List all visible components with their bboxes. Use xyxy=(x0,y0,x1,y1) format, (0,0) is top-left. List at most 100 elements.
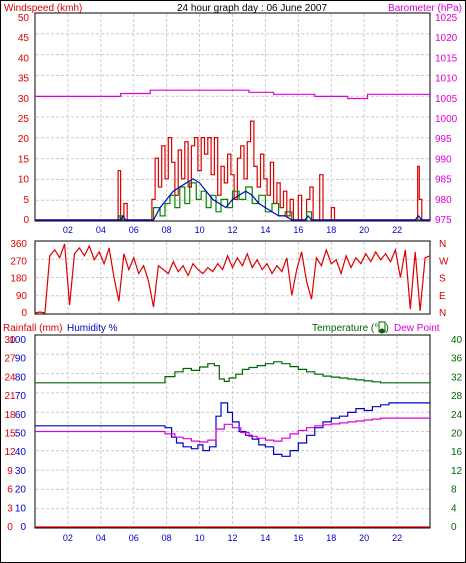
windspeed-tick-label: 35 xyxy=(18,74,30,85)
rainfall-tick-label: 30 xyxy=(4,335,16,346)
x-tick-label: 10 xyxy=(195,533,205,543)
humidity-tick-label: 100 xyxy=(9,335,26,346)
temperature-tick-label: 16 xyxy=(451,447,463,458)
humidity-tick-label: 70 xyxy=(15,391,27,402)
humidity-tick-label: 80 xyxy=(15,372,27,383)
compass-tick-label: W xyxy=(439,256,449,267)
x-tick-label: 22 xyxy=(392,533,402,543)
x-tick-label: 02 xyxy=(63,533,73,543)
x-tick-label: 06 xyxy=(129,533,139,543)
x-tick-label: 18 xyxy=(326,225,336,235)
x-tick-label: 12 xyxy=(227,225,237,235)
barometer-tick-label: 1000 xyxy=(435,114,458,125)
rainfall-tick-label: 3 xyxy=(7,503,13,514)
x-tick-label: 04 xyxy=(96,533,106,543)
windspeed-tick-label: 15 xyxy=(18,154,30,165)
humidity-tick-label: 20 xyxy=(15,485,27,496)
direction-tick-label: 90 xyxy=(16,291,28,302)
x-tick-label: 20 xyxy=(359,225,369,235)
barometer-tick-label: 1015 xyxy=(435,53,458,64)
x-tick-label: 14 xyxy=(260,225,270,235)
x-tick-label: 10 xyxy=(195,225,205,235)
temperature-tick-label: 40 xyxy=(451,335,463,346)
compass-tick-label: N xyxy=(439,308,446,319)
windspeed-tick-label: 5 xyxy=(23,195,29,206)
humidity-axis-label: Humidity % xyxy=(67,323,118,334)
series-direction xyxy=(34,243,431,314)
x-tick-label: 16 xyxy=(293,533,303,543)
windspeed-tick-label: 0 xyxy=(23,215,29,226)
temperature-tick-label: 32 xyxy=(451,372,463,383)
rainfall-tick-label: 9 xyxy=(7,466,13,477)
x-tick-label: 20 xyxy=(359,533,369,543)
barometer-tick-label: 985 xyxy=(435,175,452,186)
rainfall-tick-label: 24 xyxy=(4,372,16,383)
temperature-tick-label: 36 xyxy=(451,354,463,365)
x-tick-label: 22 xyxy=(392,225,402,235)
temperature-tick-label: 0 xyxy=(451,522,457,533)
x-tick-label: 04 xyxy=(96,225,106,235)
humidity-tick-label: 0 xyxy=(20,522,26,533)
x-tick-label: 08 xyxy=(162,533,172,543)
series-humidity xyxy=(35,402,430,457)
humidity-tick-label: 10 xyxy=(15,503,27,514)
wind-barometer-panel: 0510152025303540455097598098599099510001… xyxy=(18,12,458,235)
rainfall-tick-label: 12 xyxy=(4,447,16,458)
series-temperature xyxy=(35,361,430,384)
barometer-tick-label: 1025 xyxy=(435,13,458,24)
series-wind xyxy=(35,178,430,221)
x-tick-label: 16 xyxy=(293,225,303,235)
x-tick-label: 02 xyxy=(63,225,73,235)
barometer-tick-label: 980 xyxy=(435,195,452,206)
humidity-tick-label: 30 xyxy=(15,466,27,477)
x-tick-label: 18 xyxy=(326,533,336,543)
humidity-tick-label: 50 xyxy=(15,429,27,440)
chart-title: 24 hour graph day : 06 June 2007 xyxy=(177,3,328,14)
dewpoint-axis-label: Dew Point xyxy=(394,323,440,334)
x-tick-label: 06 xyxy=(129,225,139,235)
rainfall-tick-label: 27 xyxy=(4,354,16,365)
barometer-tick-label: 990 xyxy=(435,154,452,165)
windspeed-tick-label: 10 xyxy=(18,175,30,186)
compass-tick-label: N xyxy=(439,239,446,250)
barometer-tick-label: 1010 xyxy=(435,74,458,85)
barometer-axis-label: Barometer (hPa) xyxy=(388,3,462,14)
rainfall-tick-label: 15 xyxy=(4,429,16,440)
thermometer-icon-bulb xyxy=(379,328,385,334)
rainfall-tick-label: 6 xyxy=(7,485,13,496)
temperature-tick-label: 28 xyxy=(451,391,463,402)
barometer-tick-label: 975 xyxy=(435,215,452,226)
humidity-tick-label: 90 xyxy=(15,354,27,365)
series-barometer xyxy=(35,89,430,100)
windspeed-axis-label: Windspeed (kmh) xyxy=(4,3,82,14)
x-tick-label: 08 xyxy=(162,225,172,235)
windspeed-tick-label: 40 xyxy=(18,53,30,64)
temperature-tick-label: 4 xyxy=(451,503,457,514)
series-average xyxy=(35,182,430,221)
temperature-axis-label: Temperature (°C) xyxy=(312,323,389,334)
x-tick-label: 14 xyxy=(260,533,270,543)
rainfall-tick-label: 18 xyxy=(4,410,16,421)
temperature-tick-label: 24 xyxy=(451,410,463,421)
direction-tick-label: 0 xyxy=(21,308,27,319)
barometer-tick-label: 1005 xyxy=(435,94,458,105)
rainfall-tick-label: 21 xyxy=(4,391,16,402)
windspeed-tick-label: 30 xyxy=(18,94,30,105)
direction-tick-label: 360 xyxy=(10,239,27,250)
temperature-humidity-panel: 0102030405060708090100036912151821242730… xyxy=(4,321,463,543)
temperature-tick-label: 12 xyxy=(451,466,463,477)
direction-tick-label: 180 xyxy=(10,274,27,285)
rainfall-axis-label: Rainfall (mm) xyxy=(3,323,62,334)
temperature-tick-label: 20 xyxy=(451,429,463,440)
windspeed-tick-label: 25 xyxy=(18,114,30,125)
humidity-tick-label: 60 xyxy=(15,410,27,421)
barometer-tick-label: 1020 xyxy=(435,33,458,44)
compass-tick-label: E xyxy=(439,291,446,302)
series-gust xyxy=(35,120,430,221)
thermometer-icon xyxy=(378,321,386,334)
humidity-tick-label: 40 xyxy=(15,447,27,458)
windspeed-tick-label: 20 xyxy=(18,134,30,145)
